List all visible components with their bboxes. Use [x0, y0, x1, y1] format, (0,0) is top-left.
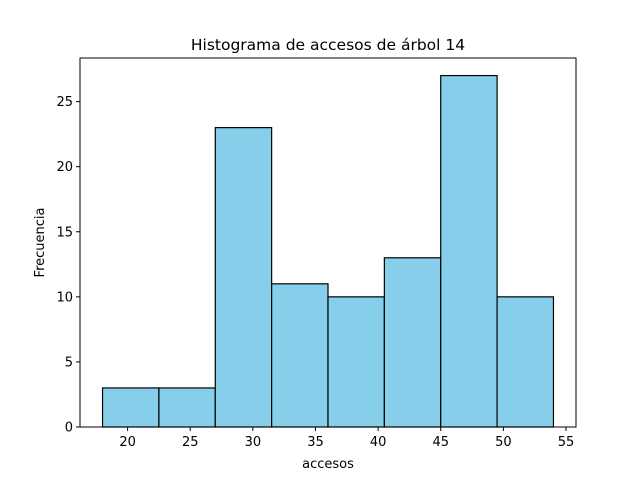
y-tick-label: 10 — [56, 290, 73, 305]
y-tick-label: 0 — [65, 421, 73, 436]
y-axis-ticks: 0 5 10 15 20 25 — [56, 95, 80, 436]
x-tick-label: 25 — [182, 435, 199, 450]
histogram-bar — [101, 387, 160, 428]
histogram-bar — [496, 296, 555, 428]
chart-title: Histograma de accesos de árbol 14 — [191, 36, 465, 54]
x-tick-label: 55 — [558, 435, 575, 450]
x-axis-ticks: 20 25 30 35 40 45 50 55 — [119, 427, 574, 450]
x-tick-label: 35 — [307, 435, 324, 450]
histogram-bar — [271, 283, 329, 428]
histogram-bar — [327, 296, 385, 428]
y-tick-label: 15 — [56, 225, 73, 240]
x-tick-label: 30 — [245, 435, 262, 450]
x-tick-label: 20 — [119, 435, 136, 450]
histogram-bar — [383, 257, 442, 428]
x-tick-label: 40 — [370, 435, 387, 450]
y-axis-label: Frecuencia — [33, 208, 48, 278]
y-tick-label: 5 — [65, 355, 73, 370]
histogram-bar — [440, 74, 498, 428]
y-tick-label: 20 — [56, 160, 73, 175]
x-axis-label: accesos — [302, 457, 354, 472]
x-tick-label: 45 — [432, 435, 449, 450]
histogram-bar — [214, 127, 273, 428]
plot-frame — [79, 57, 577, 428]
histogram-bar — [158, 387, 216, 428]
y-tick-label: 25 — [56, 95, 73, 110]
bars-group — [101, 74, 555, 428]
x-tick-label: 50 — [495, 435, 512, 450]
